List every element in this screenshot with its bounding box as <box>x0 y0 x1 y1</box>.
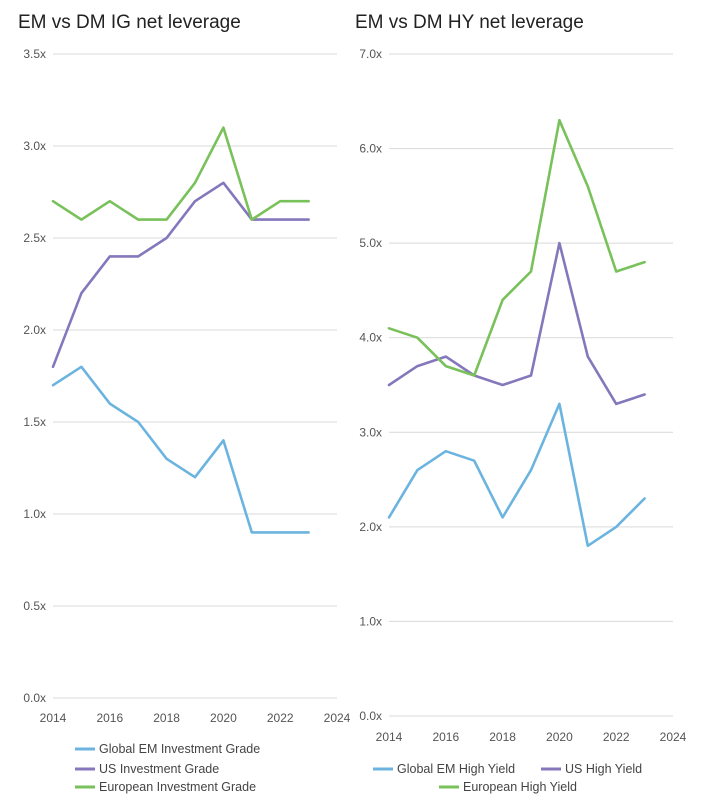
x-tick-label: 2016 <box>432 730 459 744</box>
series-line-0 <box>51 365 310 534</box>
legend-label: European High Yield <box>463 780 577 794</box>
x-tick-label: 2014 <box>376 730 403 744</box>
y-tick-label: 6.0x <box>359 142 382 156</box>
chart-title: EM vs DM IG net leverage <box>18 12 241 33</box>
y-tick-label: 2.5x <box>23 231 46 245</box>
ig-chart-svg: EM vs DM IG net leverage 0.0x 0.5x 1.0x 1.5… <box>18 12 351 794</box>
x-tick-label: 2022 <box>603 730 630 744</box>
series-line-1 <box>387 241 646 406</box>
y-tick-label: 1.0x <box>359 614 382 628</box>
y-tick-label: 4.0x <box>359 331 382 345</box>
y-tick-label: 1.5x <box>23 415 46 429</box>
y-tick-label: 0.0x <box>359 709 382 723</box>
ig-leverage-chart: EM vs DM IG net leverage 0.0x 0.5x 1.0x 1.5… <box>0 0 355 802</box>
legend-label: Global EM High Yield <box>397 762 515 776</box>
series-line-1 <box>51 181 310 369</box>
series-line-2 <box>387 118 646 377</box>
x-tick-label: 2018 <box>489 730 516 744</box>
legend-label: Global EM Investment Grade <box>99 742 260 756</box>
x-tick-label: 2018 <box>153 711 180 725</box>
y-tick-label: 0.5x <box>23 599 46 613</box>
hy-leverage-chart: EM vs DM HY net leverage 0.0x 1.0x 2.0x 3.0… <box>355 0 726 802</box>
legend-label: European Investment Grade <box>99 780 256 794</box>
legend-label: US Investment Grade <box>99 762 219 776</box>
x-tick-label: 2020 <box>546 730 573 744</box>
x-tick-label: 2014 <box>40 711 67 725</box>
x-tick-label: 2016 <box>96 711 123 725</box>
y-tick-label: 7.0x <box>359 47 382 61</box>
y-tick-label: 1.0x <box>23 507 46 521</box>
y-tick-label: 3.5x <box>23 47 46 61</box>
chart-title: EM vs DM HY net leverage <box>355 12 584 33</box>
x-tick-label: 2024 <box>324 711 351 725</box>
y-tick-label: 2.0x <box>23 323 46 337</box>
y-tick-label: 2.0x <box>359 520 382 534</box>
series-line-0 <box>387 402 646 548</box>
x-tick-label: 2020 <box>210 711 237 725</box>
y-tick-label: 0.0x <box>23 691 46 705</box>
hy-chart-svg: EM vs DM HY net leverage 0.0x 1.0x 2.0x 3.0… <box>355 12 687 794</box>
y-tick-label: 5.0x <box>359 236 382 250</box>
legend-label: US High Yield <box>565 762 642 776</box>
x-tick-label: 2024 <box>660 730 687 744</box>
x-tick-label: 2022 <box>267 711 294 725</box>
y-tick-label: 3.0x <box>359 425 382 439</box>
series-line-2 <box>51 126 310 221</box>
y-tick-label: 3.0x <box>23 139 46 153</box>
